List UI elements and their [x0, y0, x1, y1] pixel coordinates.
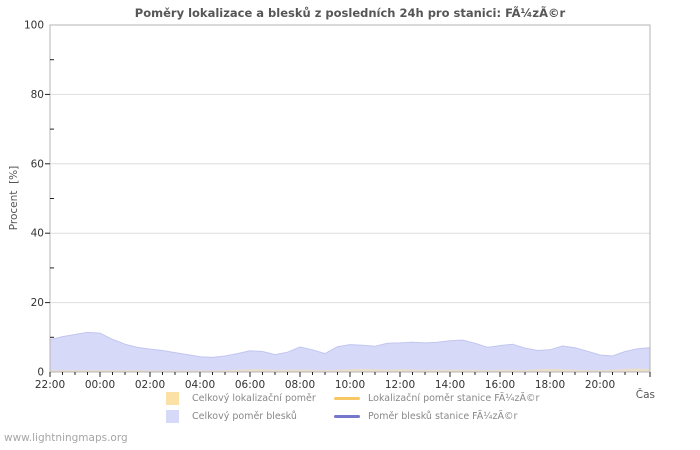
y-tick-label: 100 [24, 20, 44, 32]
x-tick-label: 06:00 [235, 379, 265, 391]
legend-item: Lokalizační poměr stanice FÃ¼zÃ©r [334, 392, 539, 405]
watermark-link[interactable]: www.lightningmaps.org [4, 432, 128, 444]
y-tick-label: 0 [37, 367, 44, 379]
y-tick-label: 20 [31, 297, 44, 309]
x-tick-label: 14:00 [435, 379, 465, 391]
x-tick-label: 04:00 [185, 379, 215, 391]
legend-area-swatch [166, 410, 179, 423]
chart-title: Poměry lokalizace a blesků z posledních … [134, 6, 566, 20]
y-tick-label: 80 [31, 89, 44, 101]
x-axis-label: Čas [635, 389, 655, 401]
legend-item: Poměr blesků stanice FÃ¼zÃ©r [334, 410, 539, 423]
x-tick-label: 20:00 [585, 379, 615, 391]
legend-label: Poměr blesků stanice FÃ¼zÃ©r [368, 411, 518, 422]
legend-line-swatch [334, 397, 360, 400]
x-tick-label: 22:00 [35, 379, 65, 391]
legend-label: Celkový lokalizační poměr [192, 393, 316, 404]
y-tick-label: 60 [31, 158, 44, 170]
legend-line-swatch [334, 415, 360, 418]
legend-item: Celkový lokalizační poměr [166, 392, 334, 405]
x-tick-label: 10:00 [335, 379, 365, 391]
x-tick-label: 18:00 [535, 379, 565, 391]
y-tick-label: 40 [31, 228, 44, 240]
x-tick-label: 08:00 [285, 379, 315, 391]
legend-item: Celkový poměr blesků [166, 410, 334, 423]
legend: Celkový lokalizační poměr Lokalizační pom… [166, 392, 539, 423]
legend-area-swatch [166, 392, 179, 405]
legend-label: Lokalizační poměr stanice FÃ¼zÃ©r [368, 393, 540, 404]
area-total-strokes [49, 331, 651, 373]
x-tick-label: 02:00 [135, 379, 165, 391]
x-tick-label: 12:00 [385, 379, 415, 391]
legend-label: Celkový poměr blesků [192, 411, 297, 422]
plot-border [49, 24, 651, 373]
x-tick-label: 00:00 [85, 379, 115, 391]
area-total-localization [50, 368, 650, 372]
x-tick-label: 16:00 [485, 379, 515, 391]
